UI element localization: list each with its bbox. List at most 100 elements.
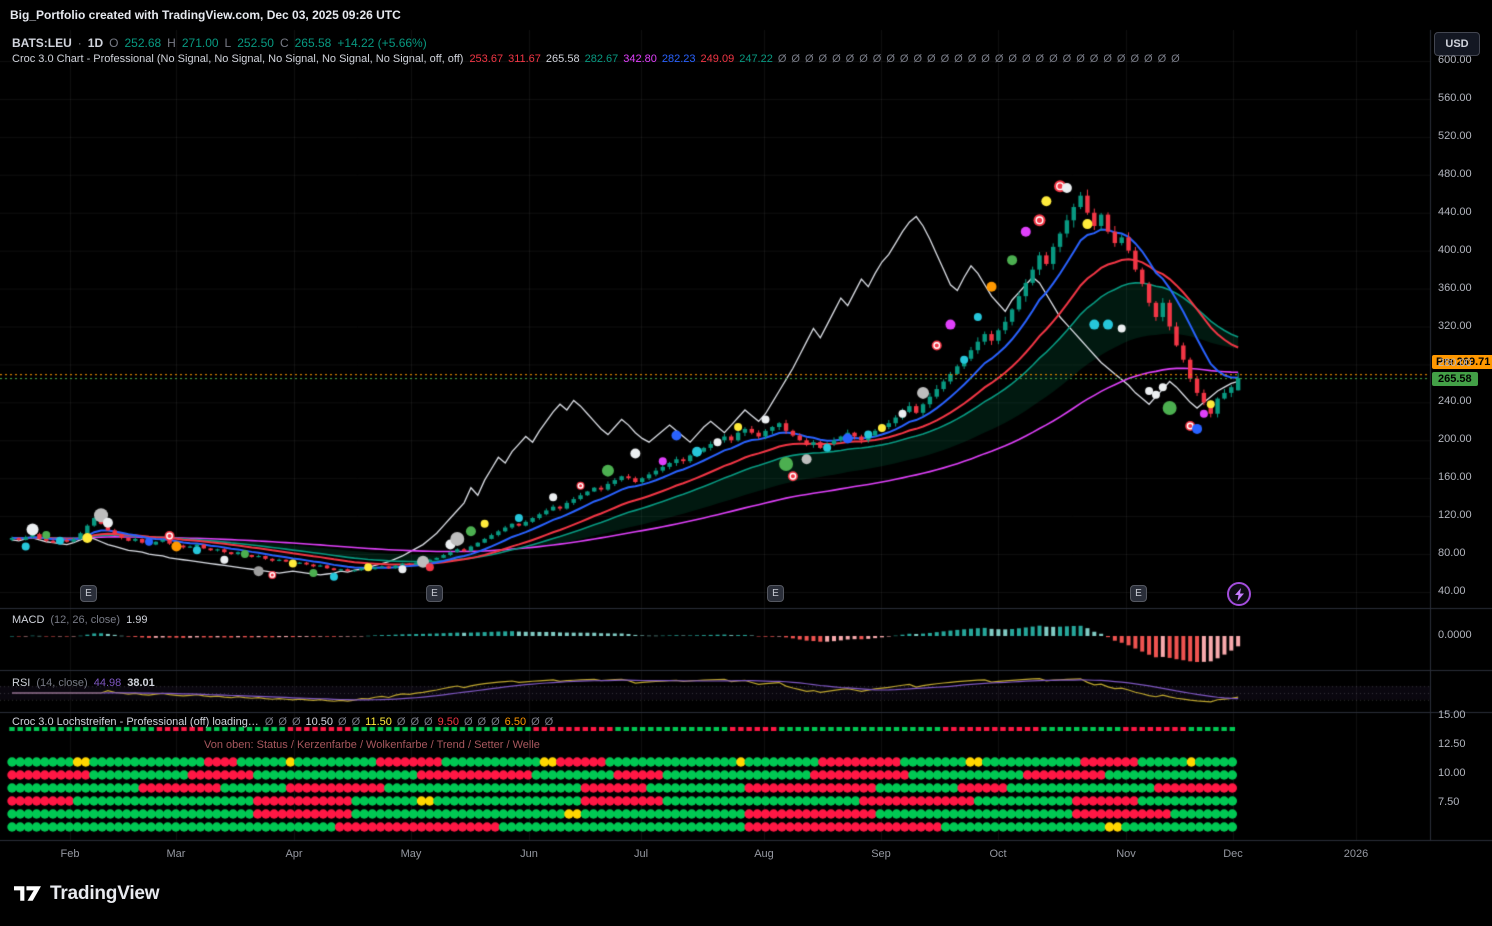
price-axis-label: 160.00 xyxy=(1438,471,1472,484)
rsi-title[interactable]: RSI xyxy=(12,677,31,689)
tape-axis-label: 7.50 xyxy=(1438,796,1460,808)
croc-chart-legend[interactable]: Croc 3.0 Chart - Professional (No Signal… xyxy=(12,53,1180,65)
time-axis-label[interactable]: Aug xyxy=(754,848,774,860)
price-axis-label: 400.00 xyxy=(1438,243,1472,256)
interval-label[interactable]: 1D xyxy=(87,36,104,50)
lochstreifen-value: Ø xyxy=(424,716,433,728)
lochstreifen-value: 6.50 xyxy=(504,716,527,728)
indicator-empty-value: Ø xyxy=(832,53,841,65)
change-value: +14.22 (+5.66%) xyxy=(337,36,427,50)
watermark-text: Big_Portfolio created with TradingView.c… xyxy=(10,8,401,22)
lochstreifen-value: Ø xyxy=(351,716,361,728)
lochstreifen-value: Ø xyxy=(338,716,347,728)
time-axis-label[interactable]: Feb xyxy=(60,848,80,860)
lochstreifen-title[interactable]: Croc 3.0 Lochstreifen - Professional (of… xyxy=(12,716,259,728)
time-axis-label[interactable]: Jul xyxy=(633,848,649,860)
indicator-empty-value: Ø xyxy=(940,53,950,65)
indicator-empty-value: Ø xyxy=(1171,53,1180,65)
indicator-empty-value: Ø xyxy=(818,53,828,65)
tape-axis-label: 12.50 xyxy=(1438,738,1466,750)
time-axis-label[interactable]: Mar xyxy=(166,848,186,860)
indicator-empty-value: Ø xyxy=(859,53,868,65)
indicator-value: 249.09 xyxy=(700,53,735,65)
indicator-value: 311.67 xyxy=(508,53,541,65)
open-label: O xyxy=(109,36,119,50)
rsi-params: (14, close) xyxy=(36,677,88,689)
open-value: 252.68 xyxy=(124,36,162,50)
time-axis-label[interactable]: Sep xyxy=(871,848,891,860)
indicator-empty-value: Ø xyxy=(981,53,990,65)
close-label: C xyxy=(279,36,289,50)
price-axis-label: 280.00 xyxy=(1438,357,1472,370)
macd-params: (12, 26, close) xyxy=(50,614,121,626)
indicator-empty-value: Ø xyxy=(777,53,787,65)
indicator-empty-value: Ø xyxy=(791,53,800,65)
indicator-empty-value: Ø xyxy=(994,53,1004,65)
indicator-value: 253.67 xyxy=(469,53,504,65)
lochstreifen-value: Ø xyxy=(544,716,554,728)
time-axis-label[interactable]: Nov xyxy=(1116,848,1136,860)
indicator-empty-value: Ø xyxy=(1116,53,1126,65)
indicator-empty-value: Ø xyxy=(1157,53,1167,65)
indicator-empty-value: Ø xyxy=(927,53,936,65)
lochstreifen-legend[interactable]: Croc 3.0 Lochstreifen - Professional (of… xyxy=(12,716,553,728)
lochstreifen-value: Ø xyxy=(410,716,419,728)
indicator-empty-value: Ø xyxy=(1062,53,1072,65)
lochstreifen-value: Ø xyxy=(291,716,301,728)
price-axis-label: 360.00 xyxy=(1438,281,1472,294)
croc-chart-values: 253.67 311.67 265.58 282.67 342.80 282.23 249.… xyxy=(469,53,1179,65)
lochstreifen-value: Ø xyxy=(531,716,540,728)
indicator-empty-value: Ø xyxy=(1076,53,1085,65)
price-axis-label: 200.00 xyxy=(1438,433,1472,446)
lochstreifen-value: 11.50 xyxy=(365,716,392,728)
price-axis-label: 80.00 xyxy=(1438,547,1466,560)
indicator-value: 247.22 xyxy=(739,53,773,65)
earnings-badge[interactable]: E xyxy=(426,585,443,602)
time-axis-label[interactable]: 2026 xyxy=(1343,848,1369,860)
time-axis-label[interactable]: May xyxy=(400,848,422,860)
price-axis-label: 320.00 xyxy=(1438,319,1472,332)
indicator-empty-value: Ø xyxy=(1144,53,1153,65)
tape-axis-label: 15.00 xyxy=(1438,709,1466,721)
rsi-value-2: 38.01 xyxy=(127,677,155,689)
tradingview-logo[interactable]: TradingView xyxy=(14,883,160,905)
low-label: L xyxy=(224,36,232,50)
lochstreifen-subtitle: Von oben: Status / Kerzenfarbe / Wolkenf… xyxy=(204,739,540,751)
tradingview-brand-text: TradingView xyxy=(50,883,160,904)
earnings-badge[interactable]: E xyxy=(767,585,784,602)
time-axis-label[interactable]: Jun xyxy=(520,848,538,860)
time-axis-label[interactable]: Apr xyxy=(285,848,303,860)
croc-chart-title[interactable]: Croc 3.0 Chart - Professional (No Signal… xyxy=(12,53,464,65)
lochstreifen-value: Ø xyxy=(278,716,287,728)
macd-legend[interactable]: MACD (12, 26, close) 1.99 xyxy=(12,614,148,626)
price-axis-label: 440.00 xyxy=(1438,205,1472,218)
indicator-value: 265.58 xyxy=(545,53,580,65)
indicator-empty-value: Ø xyxy=(1021,53,1031,65)
price-axis-label: 120.00 xyxy=(1438,509,1472,522)
lochstreifen-value: Ø xyxy=(463,716,473,728)
indicator-empty-value: Ø xyxy=(1089,53,1099,65)
currency-button[interactable]: USD xyxy=(1434,32,1480,56)
rsi-legend[interactable]: RSI (14, close) 44.98 38.01 xyxy=(12,677,155,689)
symbol-legend[interactable]: BATS:LEU · 1D O 252.68 H 271.00 L 252.50… xyxy=(12,36,427,50)
price-axis-label: 480.00 xyxy=(1438,167,1472,180)
lochstreifen-value: Ø xyxy=(396,716,406,728)
macd-title[interactable]: MACD xyxy=(12,614,45,626)
lightning-badge[interactable] xyxy=(1227,582,1251,606)
lochstreifen-values: Ø Ø Ø 10.50 Ø Ø 11.50 Ø Ø Ø 9.50 Ø Ø Ø 6.50 Ø Ø xyxy=(265,716,553,728)
time-axis-label[interactable]: Oct xyxy=(989,848,1007,860)
symbol-separator: · xyxy=(77,36,82,50)
price-axis-label: 560.00 xyxy=(1438,91,1472,104)
earnings-badge[interactable]: E xyxy=(80,585,97,602)
earnings-badge[interactable]: E xyxy=(1130,585,1147,602)
indicator-empty-value: Ø xyxy=(1103,53,1112,65)
macd-value: 1.99 xyxy=(126,614,148,626)
indicator-empty-value: Ø xyxy=(1035,53,1045,65)
indicator-value: 282.67 xyxy=(584,53,619,65)
price-axis-label: 520.00 xyxy=(1438,129,1472,142)
indicator-empty-value: Ø xyxy=(1049,53,1058,65)
symbol-name[interactable]: BATS:LEU xyxy=(12,36,72,50)
time-axis-label[interactable]: Dec xyxy=(1223,848,1243,860)
